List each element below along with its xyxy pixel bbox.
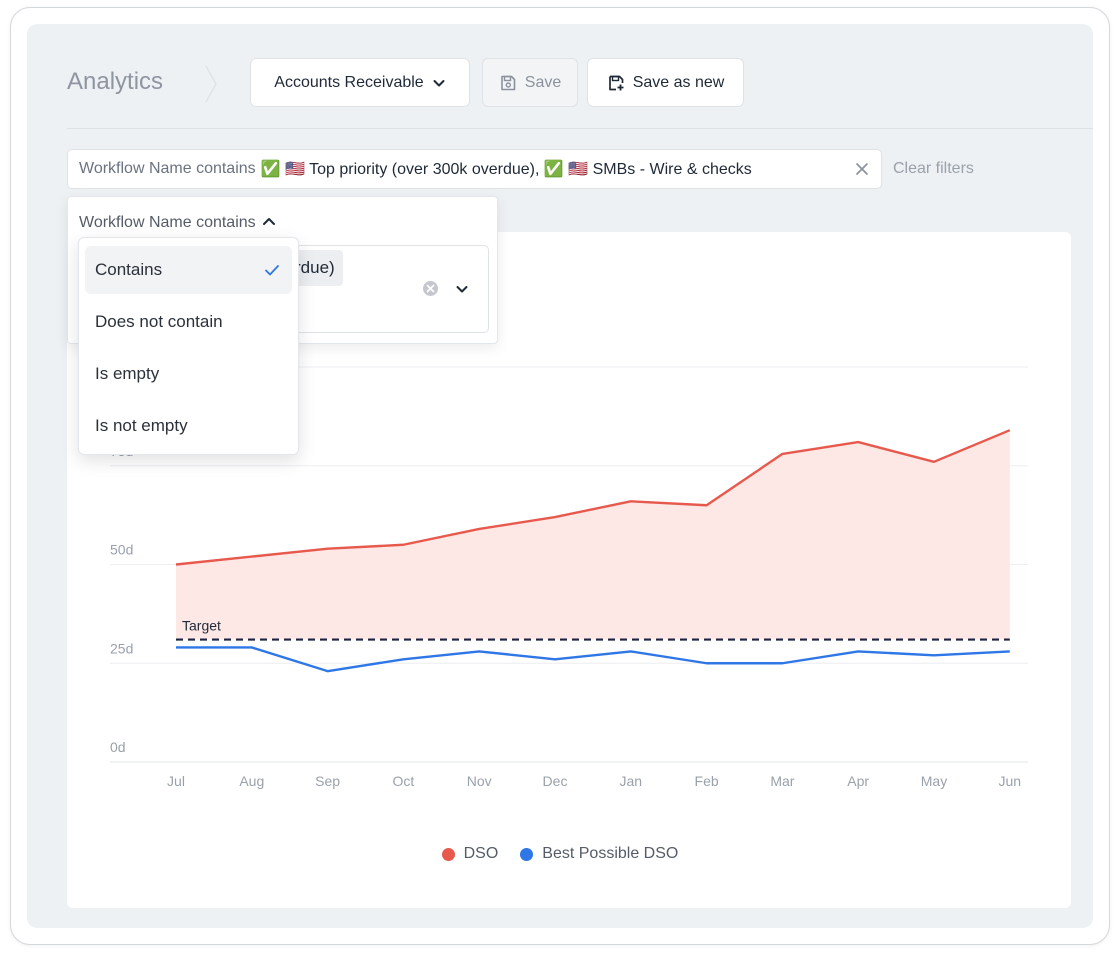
save-button[interactable]: Save <box>482 58 578 107</box>
operator-option-label: Does not contain <box>95 312 223 331</box>
remove-filter-icon[interactable] <box>853 159 871 179</box>
legend-label-best-possible-dso: Best Possible DSO <box>542 845 679 862</box>
save-as-new-label: Save as new <box>632 73 725 91</box>
chevron-right-icon <box>204 64 218 104</box>
legend-entry-dso[interactable]: DSO <box>441 845 499 863</box>
save-plus-icon <box>607 74 625 92</box>
report-select[interactable]: Accounts Receivable <box>250 58 470 107</box>
operator-option-does-not-contain[interactable]: Does not contain <box>85 298 292 346</box>
clear-all-icon[interactable] <box>422 280 439 297</box>
operator-option-label: Is empty <box>95 364 160 383</box>
page-title: Analytics <box>67 68 164 95</box>
operator-option-label: Is not empty <box>95 416 188 435</box>
legend-label-dso: DSO <box>463 845 499 862</box>
active-filter-chip[interactable]: Workflow Name contains ✅ 🇺🇸 Top priority… <box>67 149 882 189</box>
filter-value: ✅ 🇺🇸 Top priority (over 300k overdue), ✅… <box>260 161 752 178</box>
operator-option-label: Contains <box>95 260 163 279</box>
legend-dot-dso <box>441 847 455 861</box>
report-select-label: Accounts Receivable <box>274 73 424 91</box>
clear-filters-link[interactable]: Clear filters <box>893 160 974 177</box>
chevron-down-icon[interactable] <box>455 282 469 294</box>
filter-popover-toggle[interactable]: Workflow Name contains <box>79 213 276 232</box>
chevron-down-icon <box>432 76 446 90</box>
save-icon <box>499 74 517 92</box>
filter-field: Workflow Name contains <box>79 160 256 177</box>
operator-option-is-not-empty[interactable]: Is not empty <box>85 402 292 450</box>
save-button-label: Save <box>524 73 562 91</box>
operator-option-is-empty[interactable]: Is empty <box>85 350 292 398</box>
chart-legend: DSO Best Possible DSO <box>0 842 1120 866</box>
header-divider <box>67 128 1093 129</box>
operator-menu: Contains Does not contain Is empty Is no… <box>78 237 299 455</box>
check-icon <box>264 262 280 276</box>
save-as-new-button[interactable]: Save as new <box>587 58 744 107</box>
filter-popover-heading: Workflow Name contains <box>79 214 256 231</box>
operator-option-contains[interactable]: Contains <box>85 246 292 294</box>
legend-dot-best-possible-dso <box>520 847 534 861</box>
chevron-up-icon <box>262 213 276 225</box>
legend-entry-best-possible-dso[interactable]: Best Possible DSO <box>520 845 678 863</box>
